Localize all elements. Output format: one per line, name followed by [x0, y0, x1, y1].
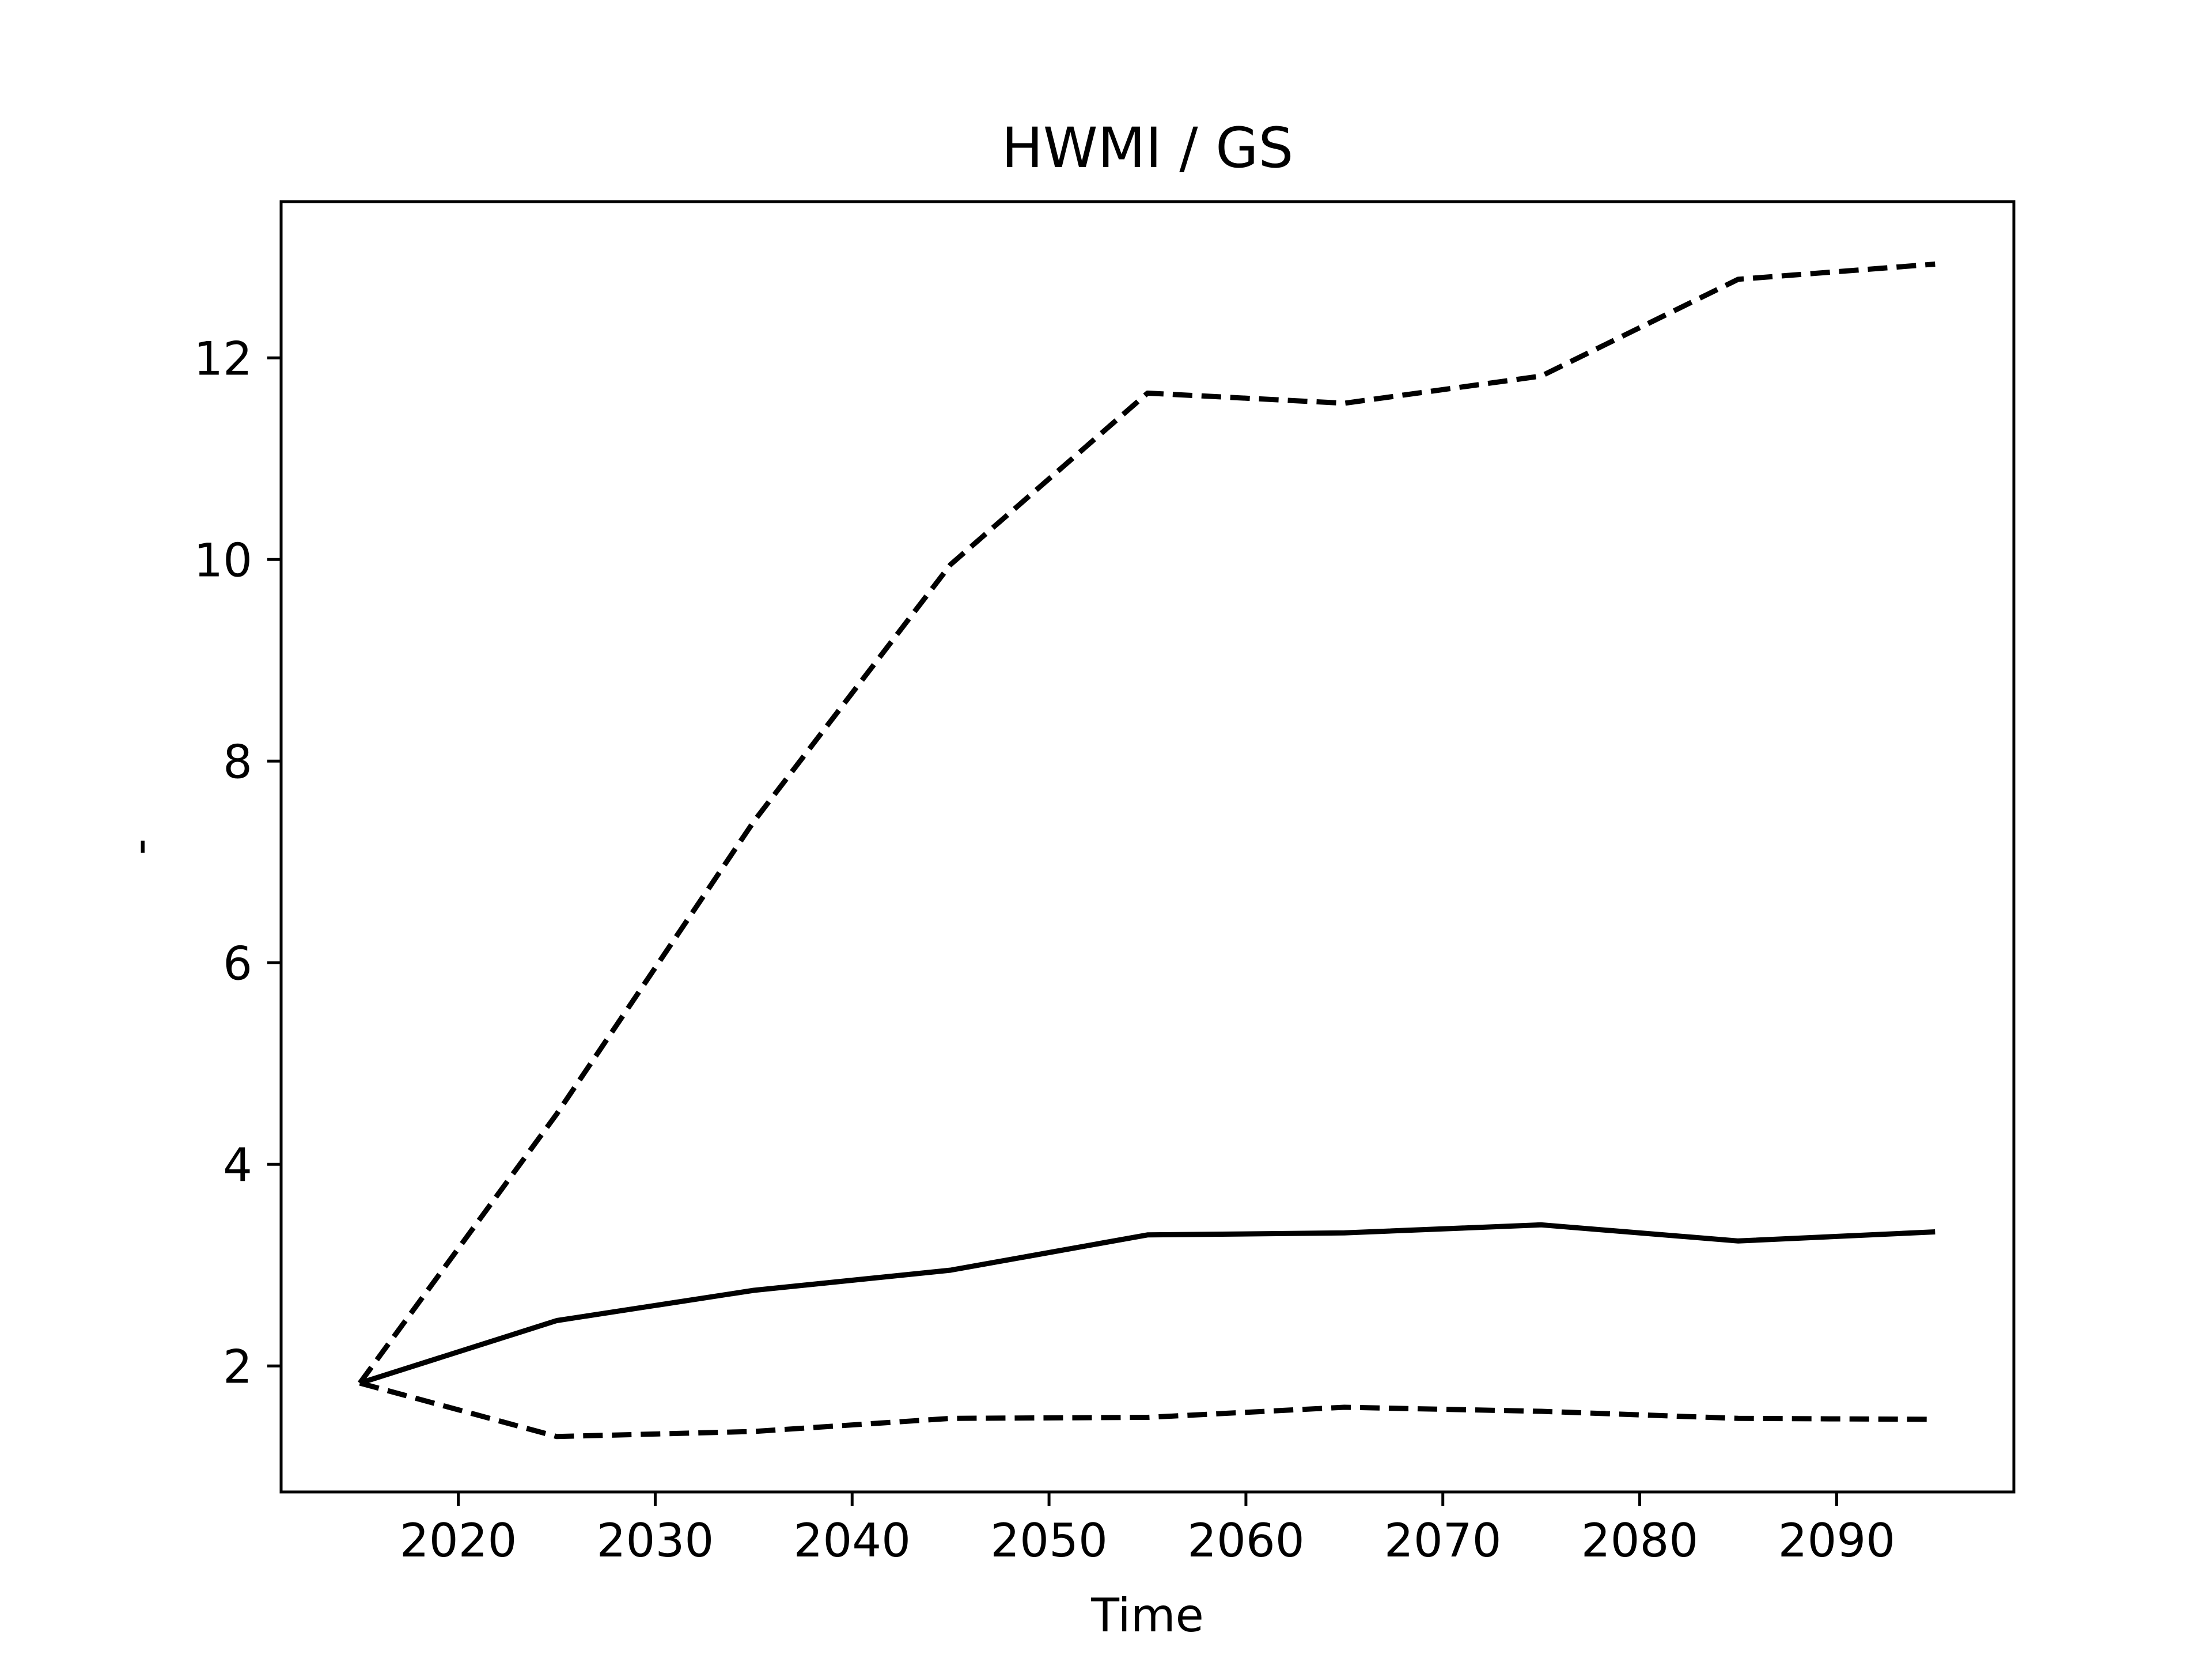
- series-line-3-dashed: [359, 1380, 1936, 1440]
- plot-area-frame: [279, 200, 2016, 1494]
- y-tick-label: 12: [194, 332, 252, 385]
- x-tick-label: 2060: [1187, 1514, 1305, 1567]
- chart-title: HWMI / GS: [1002, 116, 1294, 180]
- y-axis-label: -: [113, 839, 166, 855]
- y-tick-label: 10: [194, 533, 252, 587]
- x-tick-label: 2020: [400, 1514, 517, 1567]
- x-tick-label: 2080: [1581, 1514, 1699, 1567]
- series-layer: [358, 262, 1936, 1440]
- series-line-1-solid: [359, 1222, 1936, 1386]
- x-tick-label: 2070: [1384, 1514, 1502, 1567]
- x-tick-label: 2040: [793, 1514, 911, 1567]
- x-tick-label: 2050: [990, 1514, 1108, 1567]
- x-tick-label: 2090: [1778, 1514, 1896, 1567]
- x-axis-label: Time: [1090, 1589, 1204, 1642]
- y-tick-label: 8: [223, 735, 252, 789]
- y-axis-ticks: 2 4 6 8 10 12: [194, 332, 281, 1393]
- series-line-2-dashed: [358, 262, 1936, 1385]
- y-tick-label: 4: [223, 1138, 252, 1192]
- y-tick-label: 6: [223, 937, 252, 990]
- y-tick-label: 2: [223, 1340, 252, 1393]
- x-tick-label: 2030: [597, 1514, 714, 1567]
- x-axis-ticks: 2020 2030 2040 2050 2060 2070 2080 2090: [400, 1492, 1895, 1567]
